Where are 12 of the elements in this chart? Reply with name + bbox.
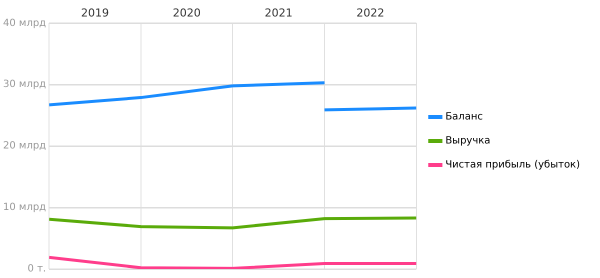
legend-label: Выручка bbox=[445, 136, 490, 147]
legend-label: Чистая прибыль (убыток) bbox=[445, 160, 580, 171]
x-tick-label: 2020 bbox=[172, 6, 201, 20]
y-tick-label: 20 млрд bbox=[2, 140, 46, 152]
x-tick-label: 2021 bbox=[264, 6, 293, 20]
y-tick-label: 30 млрд bbox=[2, 79, 46, 90]
y-tick-label: 0 т. bbox=[28, 264, 46, 275]
y-tick-label: 10 млрд bbox=[2, 202, 46, 214]
x-tick-label: 2019 bbox=[81, 6, 110, 20]
x-tick-label: 2022 bbox=[356, 6, 384, 20]
y-tick-label: 40 млрд bbox=[2, 18, 46, 29]
legend-label: Баланс bbox=[445, 112, 483, 123]
